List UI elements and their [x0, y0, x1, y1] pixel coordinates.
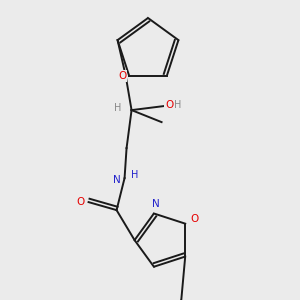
Text: H: H — [114, 103, 121, 113]
Text: O: O — [118, 71, 126, 81]
Text: N: N — [113, 175, 120, 185]
Text: H: H — [131, 170, 138, 180]
Text: H: H — [174, 100, 181, 110]
Text: O: O — [165, 100, 174, 110]
Text: O: O — [190, 214, 198, 224]
Text: N: N — [152, 200, 160, 209]
Text: O: O — [76, 197, 85, 207]
